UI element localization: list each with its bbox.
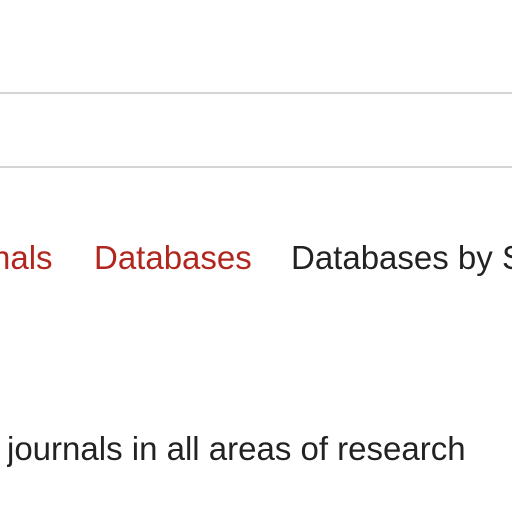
search-band	[0, 94, 512, 166]
page-description: journals in all areas of research	[7, 428, 512, 470]
nav-link-journals[interactable]: nals	[0, 238, 53, 278]
nav-link-databases-by-subject[interactable]: Databases by S	[291, 238, 512, 278]
search-divider	[0, 166, 512, 168]
breadcrumb: nals Databases Databases by S	[0, 238, 512, 278]
nav-link-databases[interactable]: Databases	[94, 238, 252, 278]
header-bar	[0, 0, 512, 92]
